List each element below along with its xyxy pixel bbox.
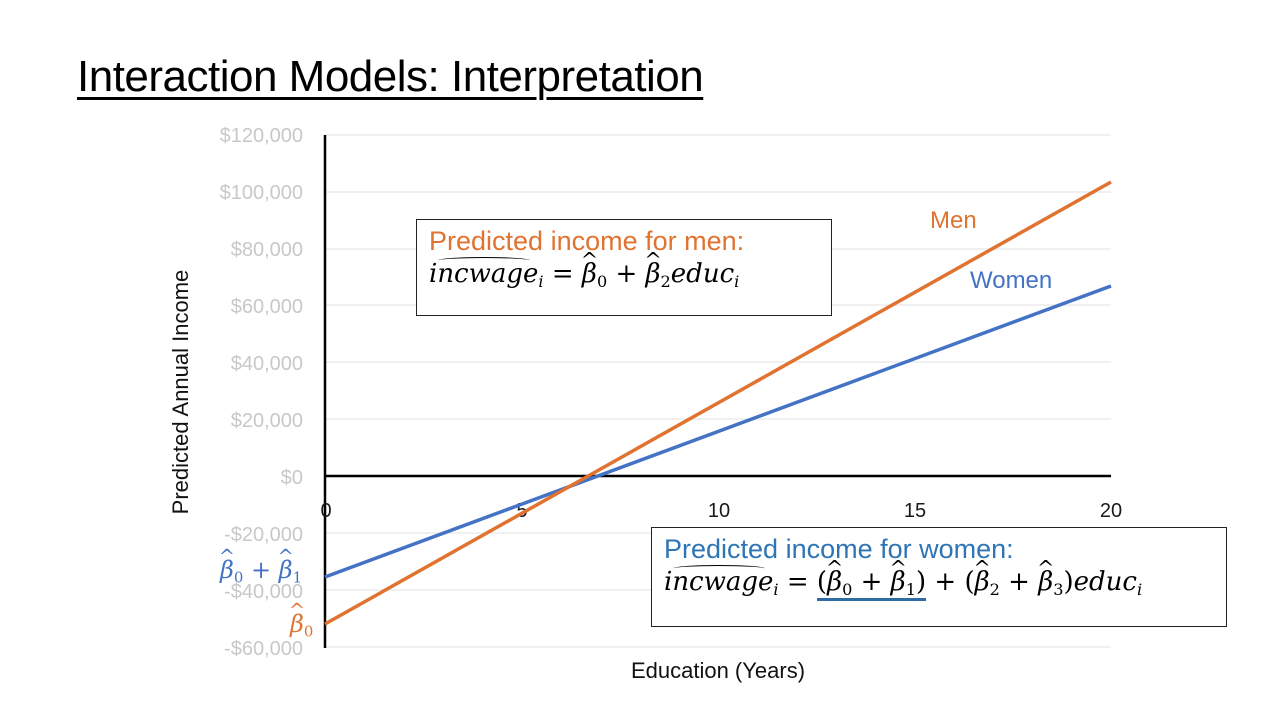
beta-hat: β	[646, 259, 661, 289]
beta-hat: β	[220, 556, 234, 584]
men-equation-callout: Predicted income for men: incwagei = β0 …	[416, 219, 832, 316]
subscript: 2	[660, 271, 671, 291]
equals-sign: =	[551, 259, 574, 289]
subscript: 1	[905, 579, 916, 599]
incwage-hat: incwage	[429, 257, 539, 289]
women-equation-callout: Predicted income for women: incwagei = (…	[651, 527, 1227, 627]
y-tick: $20,000	[231, 410, 303, 432]
series-line-men	[324, 180, 1112, 626]
women-intercept-label: β0 + β1	[220, 556, 302, 586]
y-axis-title: Predicted Annual Income	[168, 270, 193, 515]
women-callout-heading: Predicted income for women:	[664, 534, 1014, 564]
x-tick: 20	[1100, 500, 1122, 522]
beta-hat: β	[582, 259, 597, 289]
men-callout-heading: Predicted income for men:	[429, 226, 745, 256]
beta-hat: β	[891, 567, 906, 597]
series-label-men: Men	[930, 207, 977, 234]
series-label-women: Women	[970, 267, 1052, 294]
beta-hat: β	[290, 610, 304, 638]
subscript: 2	[989, 579, 1000, 599]
subscript: 1	[292, 568, 303, 587]
equals-sign: =	[786, 567, 809, 597]
plus-sign: +	[250, 556, 272, 584]
x-tick: 5	[516, 500, 527, 522]
subscript: i	[538, 271, 544, 291]
men-equation: incwagei = β0 + β2educi	[429, 257, 819, 291]
x-tick: 10	[708, 500, 730, 522]
x-tick: 0	[320, 500, 331, 522]
beta-hat: β	[279, 556, 293, 584]
beta-hat: β	[1038, 567, 1053, 597]
subscript: 0	[233, 568, 244, 587]
incwage-hat: incwage	[664, 565, 774, 597]
subscript: i	[1136, 579, 1143, 599]
y-tick: $80,000	[231, 239, 303, 261]
x-axis-ticks: 0 5 10 15 20	[320, 500, 1122, 522]
x-tick: 15	[904, 500, 926, 522]
y-tick: $120,000	[220, 125, 303, 147]
plus-sign: +	[934, 567, 957, 597]
x-axis-title: Education (Years)	[631, 658, 805, 683]
y-tick: $100,000	[220, 182, 303, 204]
y-tick: -$40,000	[224, 581, 303, 603]
subscript: 0	[596, 271, 608, 291]
series-line-women	[324, 284, 1112, 579]
y-axis-ticks: $120,000 $100,000 $80,000 $60,000 $40,00…	[220, 125, 303, 660]
women-equation: incwagei = (β0 + β1) + (β2 + β3)educi	[664, 565, 1214, 601]
intercept-term-underlined: (β0 + β1)	[816, 567, 927, 601]
beta-hat: β	[827, 567, 842, 597]
subscript: 0	[303, 622, 314, 641]
y-tick: -$20,000	[224, 524, 303, 546]
subscript: 0	[842, 579, 853, 599]
educ-var: educ	[1073, 567, 1137, 597]
plus-sign: +	[615, 259, 638, 289]
y-tick: $60,000	[231, 296, 303, 318]
educ-var: educ	[670, 259, 735, 289]
men-intercept-label: β0	[290, 610, 313, 640]
beta-hat: β	[975, 567, 990, 597]
subscript: i	[773, 579, 779, 599]
y-tick: -$60,000	[224, 638, 303, 660]
y-tick: $40,000	[231, 353, 303, 375]
subscript: i	[734, 271, 740, 291]
slide-title: Interaction Models: Interpretation	[77, 52, 704, 101]
y-tick: $0	[281, 467, 303, 489]
subscript: 3	[1053, 579, 1064, 599]
